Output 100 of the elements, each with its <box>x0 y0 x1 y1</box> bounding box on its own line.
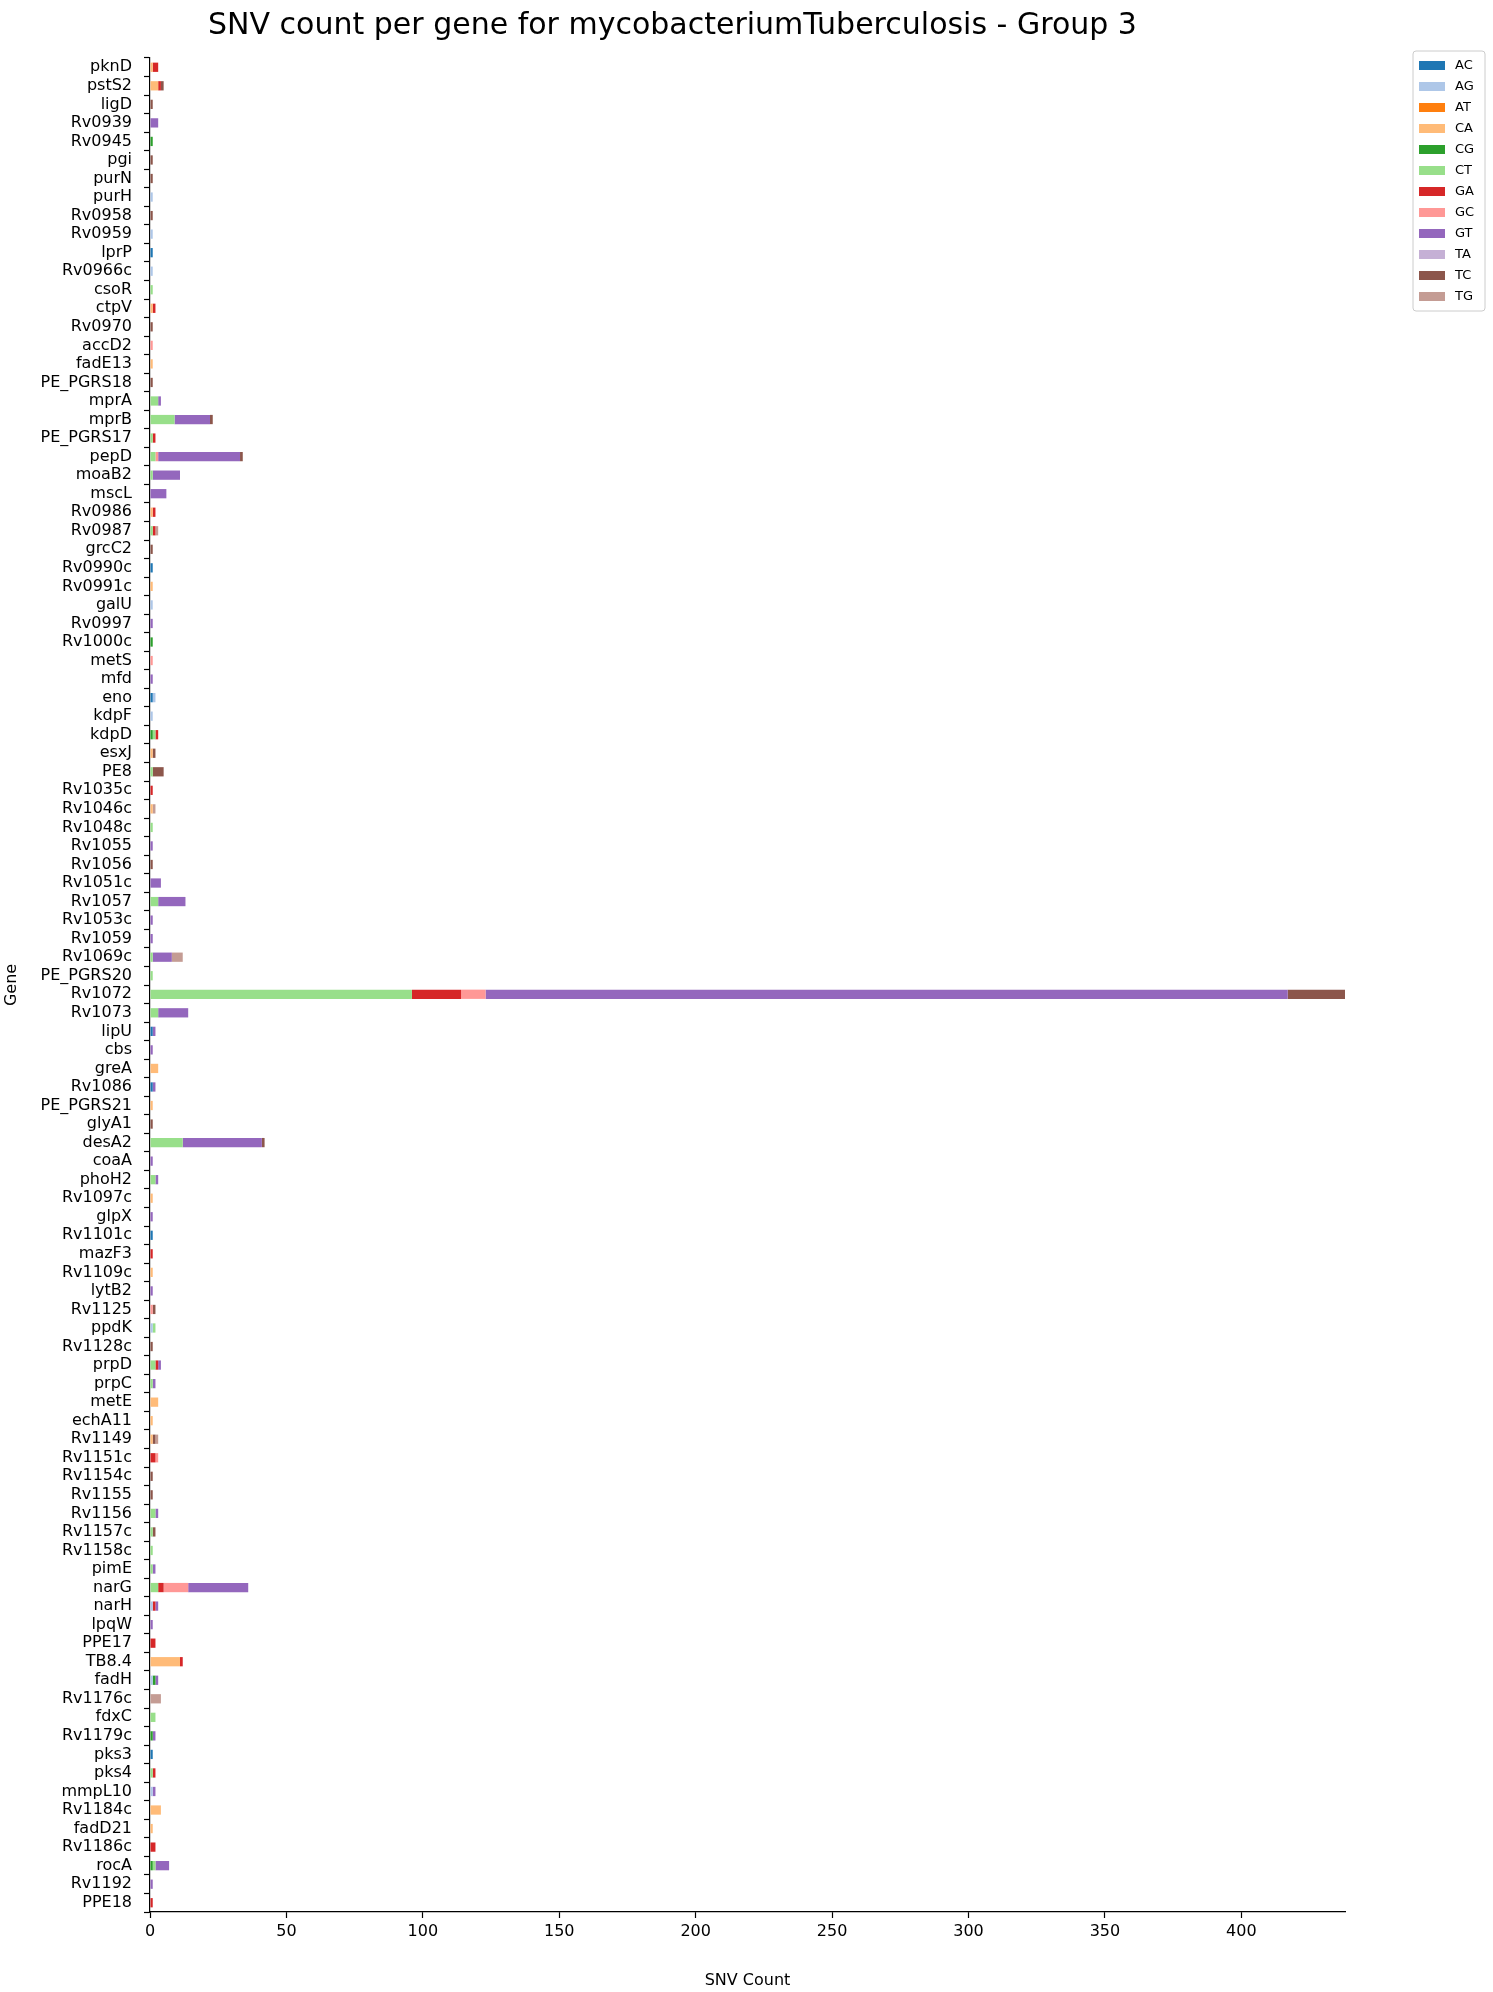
y-tick-label: mprB <box>88 408 132 428</box>
bar <box>150 1137 183 1148</box>
legend-label: CA <box>1455 119 1474 135</box>
legend-label: AG <box>1455 77 1474 93</box>
y-tick-label: ctpV <box>95 297 133 317</box>
y-tick-label: Rv1128c <box>61 1335 132 1355</box>
bar <box>158 1582 164 1593</box>
bar <box>158 451 241 462</box>
y-tick-label: lprP <box>101 241 133 261</box>
y-tick-label: fadE13 <box>75 353 132 373</box>
y-tick-label: moaB2 <box>75 464 132 484</box>
y-tick-label: mprA <box>88 390 133 410</box>
y-tick-label: Rv0990c <box>61 557 132 577</box>
y-tick-label: purN <box>93 167 132 187</box>
y-tick-label: Rv1109c <box>61 1261 132 1281</box>
y-tick-label: greA <box>94 1057 133 1077</box>
bar <box>152 952 172 962</box>
bar <box>155 1175 159 1185</box>
y-tick-label: Rv1149 <box>70 1428 132 1448</box>
bar <box>150 396 159 406</box>
bar <box>150 1657 181 1667</box>
bar <box>150 118 159 128</box>
bar <box>158 1008 189 1018</box>
y-tick-label: PE_PGRS20 <box>40 964 132 985</box>
y-tick-label: mscL <box>90 482 133 502</box>
x-tick-label: 200 <box>680 1920 711 1940</box>
bar <box>150 878 161 888</box>
y-tick-label: galU <box>95 594 132 614</box>
bar <box>210 414 213 425</box>
bar <box>461 989 486 999</box>
y-tick-label: pimE <box>91 1558 132 1578</box>
y-tick-label: glpX <box>96 1205 133 1225</box>
y-tick-label: eno <box>102 686 132 706</box>
y-tick-label: Rv1086 <box>70 1076 132 1096</box>
x-tick-label: 50 <box>276 1920 297 1940</box>
y-tick-label: Rv1097c <box>61 1187 132 1207</box>
bar <box>150 359 153 369</box>
y-tick-label: Rv1048c <box>61 816 132 836</box>
bar <box>150 1156 153 1166</box>
x-tick-label: 250 <box>816 1920 848 1940</box>
bar <box>150 414 175 425</box>
y-tick-label: Rv0997 <box>70 612 132 632</box>
y-tick-label: mmpL10 <box>61 1780 132 1800</box>
bar <box>152 470 181 480</box>
y-tick-label: Rv1072 <box>70 983 132 1003</box>
legend-label: AC <box>1455 56 1473 72</box>
y-tick-label: Rv1151c <box>61 1446 132 1466</box>
y-tick-label: kdpF <box>93 705 132 725</box>
y-tick-label: Rv1179c <box>61 1725 132 1745</box>
y-tick-label: narH <box>93 1595 132 1615</box>
y-tick-label: Rv0959 <box>70 223 132 243</box>
bar <box>155 451 159 462</box>
y-tick-label: accD2 <box>82 334 132 354</box>
y-tick-label: Rv1046c <box>61 798 132 818</box>
y-tick-label: Rv0991c <box>61 575 132 595</box>
y-tick-label: echA11 <box>71 1409 132 1429</box>
bar <box>240 451 243 462</box>
bar <box>155 1453 159 1463</box>
y-tick-label: csoR <box>93 278 132 298</box>
y-tick-label: Rv1051c <box>61 872 132 892</box>
x-tick-label: 350 <box>1089 1920 1121 1940</box>
y-tick-label: Rv1155 <box>70 1484 132 1504</box>
y-tick-label: Rv1157c <box>61 1521 132 1541</box>
y-tick-label: cbs <box>104 1039 132 1059</box>
y-tick-label: metE <box>90 1391 132 1411</box>
y-tick-label: lipU <box>101 1020 132 1040</box>
y-tick-label: Rv1192 <box>70 1873 132 1893</box>
bar <box>485 989 1288 999</box>
bar <box>150 1045 153 1055</box>
y-tick-label: Rv0945 <box>70 130 132 150</box>
bar <box>158 396 161 406</box>
y-tick-label: Rv1176c <box>61 1687 132 1707</box>
legend-label: CT <box>1455 161 1473 177</box>
bar <box>188 1582 249 1593</box>
bar <box>261 1137 265 1148</box>
y-tick-label: kdpD <box>90 723 132 743</box>
x-tick-label: 0 <box>144 1920 156 1940</box>
bar <box>150 637 153 647</box>
y-tick-label: pknD <box>90 56 132 76</box>
y-tick-label: Rv1158c <box>61 1539 132 1559</box>
bar <box>150 989 412 999</box>
y-tick-label: Rv0970 <box>70 315 132 335</box>
y-tick-label: Rv1000c <box>61 631 132 651</box>
bar <box>171 952 183 962</box>
bar <box>150 600 153 610</box>
x-tick-label: 100 <box>407 1920 439 1940</box>
y-tick-label: Rv1055 <box>70 835 132 855</box>
y-axis-title: Gene <box>0 963 20 1007</box>
y-tick-label: PE_PGRS18 <box>40 371 132 392</box>
chart-title: SNV count per gene for mycobacteriumTuberculosis - Group 3 <box>208 5 1137 41</box>
x-tick-label: 150 <box>543 1920 575 1940</box>
bar <box>150 1286 153 1296</box>
bar <box>155 1508 159 1519</box>
bar <box>1287 989 1345 999</box>
x-tick-label: 400 <box>1226 1920 1257 1940</box>
y-tick-label: Rv1053c <box>61 909 132 929</box>
y-tick-label: pks4 <box>94 1762 132 1782</box>
y-tick-label: desA2 <box>82 1131 132 1151</box>
x-axis-title: SNV Count <box>704 1969 791 1989</box>
y-tick-label: metS <box>90 649 132 669</box>
